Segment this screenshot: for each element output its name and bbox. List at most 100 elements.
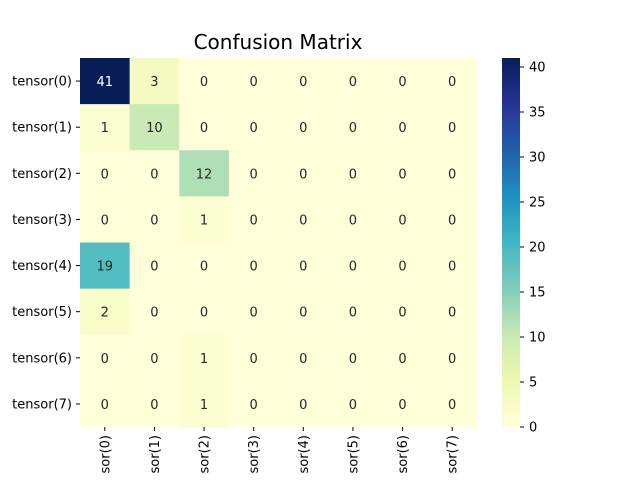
colorbar-tick-label: 25 (529, 196, 546, 211)
heatmap-cell (328, 288, 379, 336)
cell-value-label: 0 (299, 75, 307, 90)
cell-value-label: 0 (448, 398, 456, 413)
cell-value-label: 0 (299, 121, 307, 136)
cell-value-label: 0 (398, 75, 406, 90)
cell-value-label: 0 (250, 260, 258, 275)
cell-value-label: 0 (349, 213, 357, 228)
cell-value-label: 0 (349, 352, 357, 367)
heatmap-cell (129, 334, 180, 382)
colorbar-tick-label: 0 (529, 421, 537, 436)
y-tick-label: tensor(5) (12, 305, 72, 320)
cell-value-label: 0 (299, 306, 307, 321)
heatmap-cell (377, 104, 428, 151)
heatmap-cell (179, 380, 230, 428)
colorbar-tick-label: 30 (529, 151, 546, 166)
x-tick-label: sor(5) (346, 435, 361, 474)
cell-value-label: 0 (448, 121, 456, 136)
heatmap-cell (129, 242, 180, 290)
heatmap-cell (129, 58, 180, 105)
heatmap-cell (377, 242, 428, 290)
heatmap-cell (228, 104, 279, 151)
colorbar-tick-label: 40 (529, 61, 546, 76)
y-tick-label: tensor(6) (12, 351, 72, 366)
cell-value-label: 2 (101, 306, 109, 321)
heatmap-cell (179, 196, 230, 243)
heatmap-cell (278, 334, 329, 382)
cell-value-label: 41 (97, 75, 114, 90)
heatmap-cell (228, 196, 279, 243)
x-tick-label: sor(0) (98, 435, 113, 474)
heatmap-cell (80, 242, 131, 290)
heatmap-cell (328, 58, 379, 105)
cell-value-label: 1 (200, 213, 208, 228)
heatmap-cell (328, 196, 379, 243)
heatmap-cell (80, 288, 131, 336)
heatmap-cell (278, 150, 329, 197)
heatmap-cell (328, 334, 379, 382)
cell-value-label: 1 (200, 398, 208, 413)
heatmap-cell (377, 288, 428, 336)
y-tick-label: tensor(7) (12, 397, 72, 412)
cell-value-label: 0 (150, 306, 158, 321)
heatmap-cell (80, 334, 131, 382)
heatmap-cell (129, 380, 180, 428)
cell-value-label: 0 (398, 260, 406, 275)
chart-title: Confusion Matrix (194, 30, 363, 54)
cell-value-label: 0 (200, 75, 208, 90)
cell-value-label: 0 (101, 352, 109, 367)
heatmap-cell (427, 334, 478, 382)
cell-value-label: 0 (299, 167, 307, 182)
cell-value-label: 0 (250, 167, 258, 182)
cell-value-label: 0 (448, 306, 456, 321)
cell-value-label: 0 (398, 306, 406, 321)
heatmap-cell (228, 58, 279, 105)
cell-value-label: 0 (250, 213, 258, 228)
cell-value-label: 1 (101, 121, 109, 136)
heatmap-cell (377, 58, 428, 105)
x-tick-label: sor(4) (297, 435, 312, 474)
cell-value-label: 0 (150, 260, 158, 275)
heatmap-cell (228, 150, 279, 197)
cell-value-label: 0 (299, 213, 307, 228)
heatmap-cell (278, 380, 329, 428)
cell-value-label: 0 (299, 352, 307, 367)
heatmap-grid: 41 3 0 0 0 0 0 01 10 0 0 0 0 0 00 0 12 0 0 0 0 00 0 1 0 0 0 0 019 0 0 0… (80, 58, 478, 428)
cell-value-label: 0 (349, 121, 357, 136)
heatmap-cell (328, 104, 379, 151)
colorbar-tick-label: 15 (529, 286, 546, 301)
heatmap-cell (179, 58, 230, 105)
row-labels: tensor(0) tensor(1) tensor(2) tensor(3) tens… (12, 75, 80, 412)
cell-value-label: 0 (299, 260, 307, 275)
heatmap-cell (427, 288, 478, 336)
heatmap-cell (328, 242, 379, 290)
y-tick-label: tensor(3) (12, 213, 72, 228)
colorbar: 0 5 10 15 20 25 30 35 40 (502, 58, 546, 436)
heatmap-cell (278, 104, 329, 151)
x-tick-label: sor(3) (247, 435, 262, 474)
heatmap-cell (80, 104, 131, 151)
heatmap-cell (377, 380, 428, 428)
x-tick-label: sor(6) (396, 435, 411, 474)
heatmap-cell (278, 288, 329, 336)
heatmap-cell (427, 104, 478, 151)
cell-value-label: 0 (349, 398, 357, 413)
heatmap-cell (179, 288, 230, 336)
cell-value-label: 0 (250, 306, 258, 321)
heatmap-cell (179, 334, 230, 382)
cell-value-label: 0 (448, 167, 456, 182)
cell-value-label: 12 (196, 167, 213, 182)
x-tick-label: sor(7) (446, 435, 461, 474)
heatmap-cell (129, 104, 180, 151)
cell-value-label: 0 (349, 167, 357, 182)
cell-value-label: 0 (150, 213, 158, 228)
cell-value-label: 10 (146, 121, 163, 136)
heatmap-cell (179, 104, 230, 151)
cell-value-label: 0 (200, 121, 208, 136)
cell-value-label: 0 (150, 352, 158, 367)
cell-value-label: 0 (150, 167, 158, 182)
colorbar-gradient (502, 58, 520, 427)
cell-value-label: 0 (250, 75, 258, 90)
col-labels: sor(0) sor(1) sor(2) sor(3) sor(4) sor(5) sor(… (98, 427, 461, 474)
cell-value-label: 0 (349, 306, 357, 321)
